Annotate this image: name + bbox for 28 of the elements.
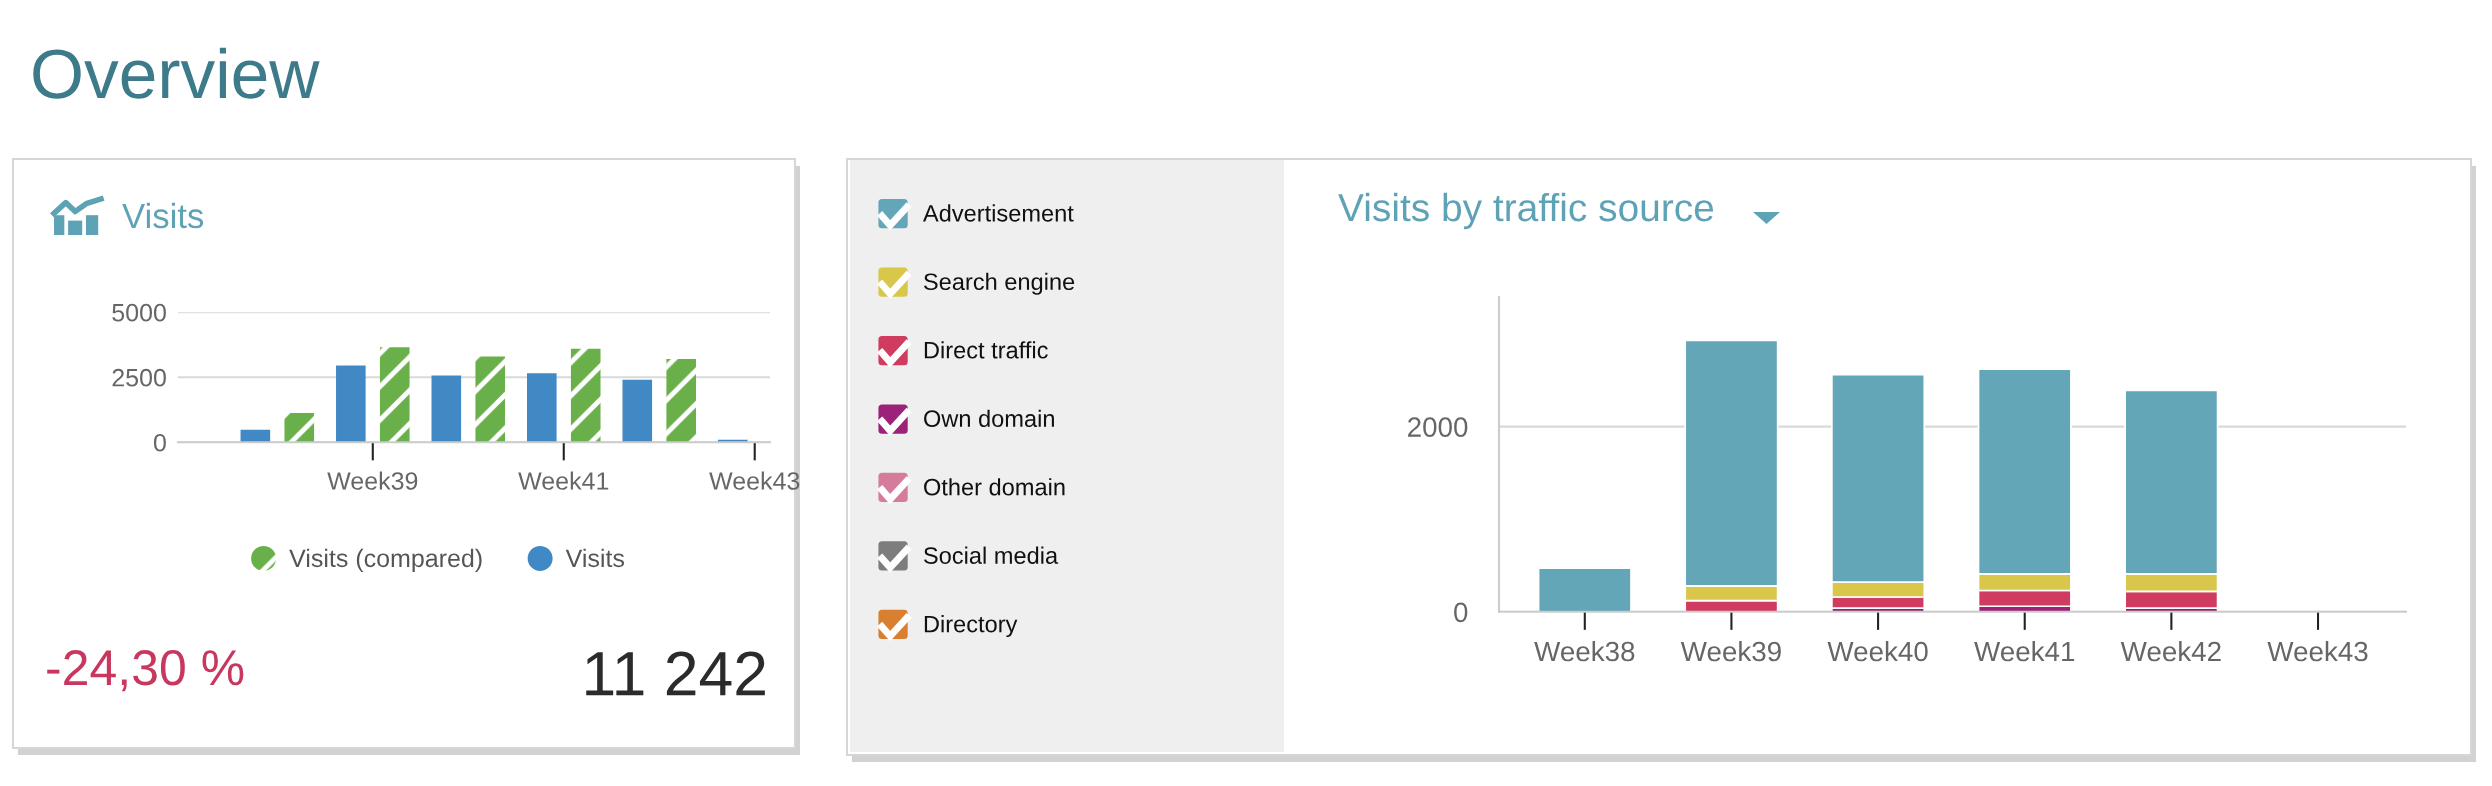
y-tick-label: 0: [153, 433, 166, 452]
chart-title: Visits: [122, 202, 204, 229]
x-tick-label: Week39: [327, 471, 418, 490]
legend-label: Direct traffic: [924, 341, 1048, 359]
y-tick-label: 2500: [112, 368, 166, 387]
chart-title: Visits by traffic source: [1338, 192, 1714, 230]
x-tick-label: Week38: [1534, 640, 1635, 662]
text: 11 242: [586, 651, 765, 696]
x-tick-label: Week43: [709, 471, 800, 490]
legend-label: Visits: [565, 548, 625, 568]
x-tick-label: Week41: [1974, 640, 2075, 662]
legend-label: Visits (compared): [289, 548, 482, 573]
legend-label: Other domain: [924, 478, 1065, 496]
y-tick-label: 0: [1454, 602, 1468, 623]
y-tick-label: 5000: [112, 303, 166, 322]
x-tick-label: Week40: [1827, 640, 1928, 662]
x-tick-label: Week42: [2120, 640, 2221, 662]
legend-label: Directory: [924, 615, 1018, 638]
legend-label: Search engine: [924, 272, 1075, 295]
x-tick-label: Week43: [2267, 640, 2368, 662]
text: Overview: [33, 47, 320, 99]
legend-label: Social media: [924, 546, 1059, 564]
x-tick-label: Week39: [1680, 640, 1781, 662]
x-tick-label: Week41: [518, 471, 609, 490]
text: -24,30 %: [47, 650, 244, 692]
y-tick-label: 2000: [1408, 417, 1468, 437]
legend-label: Own domain: [924, 409, 1054, 428]
legend-label: Advertisement: [922, 204, 1074, 222]
